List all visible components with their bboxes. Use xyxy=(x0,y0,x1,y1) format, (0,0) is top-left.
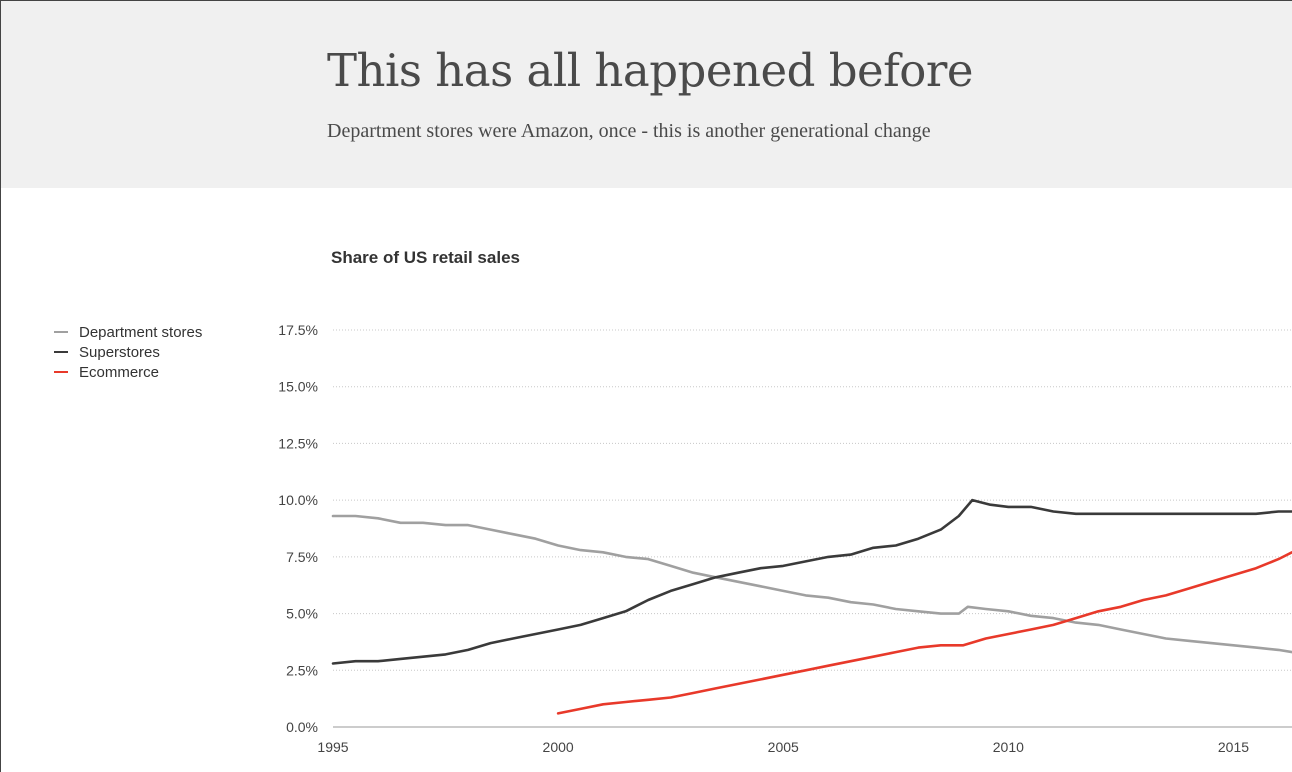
legend-label-department-stores: Department stores xyxy=(79,323,203,341)
y-tick-label: 5.0% xyxy=(286,606,318,622)
y-tick-label: 15.0% xyxy=(278,379,318,395)
y-tick-label: 0.0% xyxy=(286,719,318,735)
series-line-ecommerce xyxy=(556,551,1292,715)
x-tick-label: 1995 xyxy=(317,739,348,755)
legend-swatch-ecommerce xyxy=(54,371,68,373)
y-tick-label: 12.5% xyxy=(278,435,318,451)
frame-border-left xyxy=(0,0,1,772)
chart-legend: Department stores Superstores Ecommerce xyxy=(54,322,202,382)
slide-header xyxy=(0,0,1292,188)
legend-item-superstores[interactable]: Superstores xyxy=(54,342,202,362)
series-line-superstores xyxy=(331,498,1292,665)
legend-swatch-department-stores xyxy=(54,331,68,333)
legend-item-department-stores[interactable]: Department stores xyxy=(54,322,202,342)
frame-border-top xyxy=(0,0,1292,1)
legend-label-superstores: Superstores xyxy=(79,343,160,361)
x-tick-label: 2005 xyxy=(768,739,799,755)
y-tick-label: 7.5% xyxy=(286,549,318,565)
legend-swatch-superstores xyxy=(54,351,68,353)
slide-subtitle: Department stores were Amazon, once - th… xyxy=(327,120,931,142)
slide-title: This has all happened before xyxy=(327,44,974,97)
x-tick-label: 2015 xyxy=(1218,739,1249,755)
legend-label-ecommerce: Ecommerce xyxy=(79,363,160,381)
y-tick-label: 10.0% xyxy=(278,492,318,508)
x-tick-label: 2010 xyxy=(993,739,1024,755)
y-tick-label: 2.5% xyxy=(286,662,318,678)
y-tick-label: 17.5% xyxy=(278,322,318,338)
legend-item-ecommerce[interactable]: Ecommerce xyxy=(54,362,202,382)
chart-title: Share of US retail sales xyxy=(331,248,520,267)
series-line-department-stores xyxy=(331,514,1292,654)
x-tick-label: 2000 xyxy=(543,739,574,755)
